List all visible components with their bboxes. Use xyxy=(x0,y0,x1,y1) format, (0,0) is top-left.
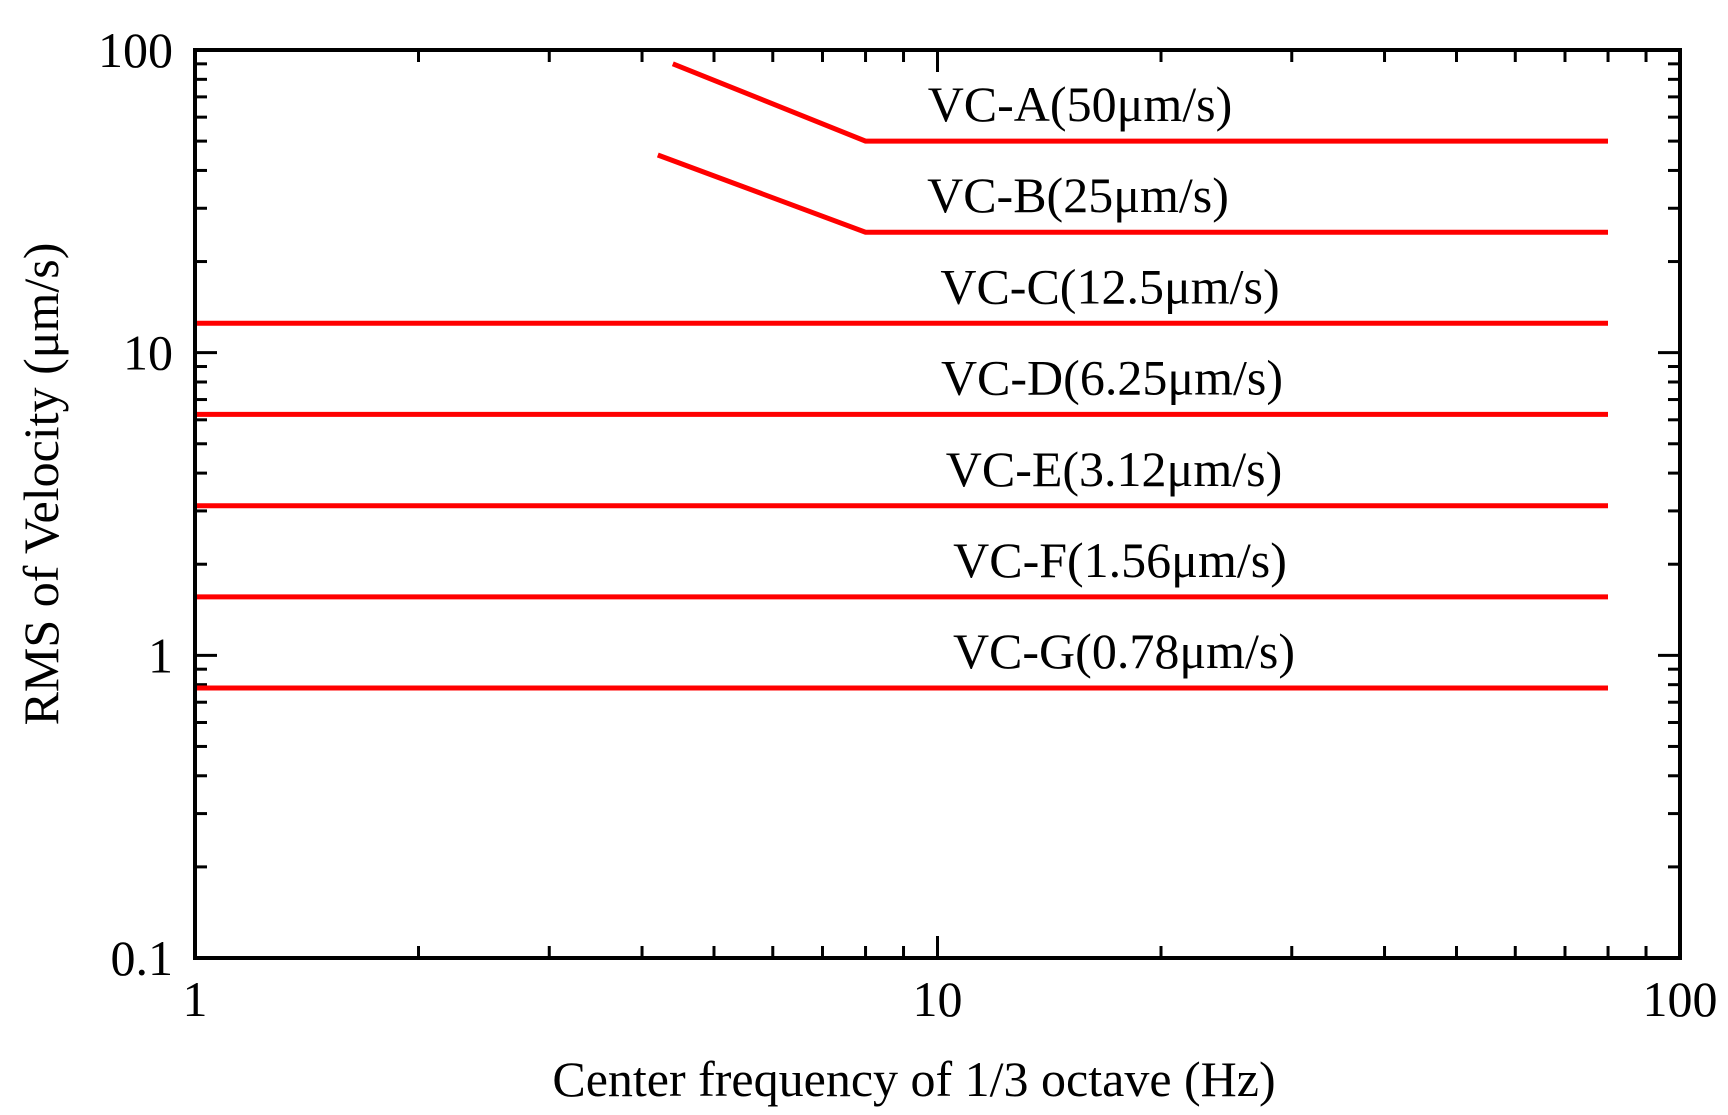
series-label-5: VC-E(3.12μm/s) xyxy=(946,441,1283,497)
plot-frame xyxy=(193,48,1682,960)
series-label-6: VC-F(1.56μm/s) xyxy=(953,532,1287,588)
y-tick-label: 1 xyxy=(148,627,173,683)
y-tick-label: 100 xyxy=(98,22,173,78)
y-tick-label: 0.1 xyxy=(111,930,174,986)
x-tick-label: 100 xyxy=(1643,971,1718,1027)
y-axis-title: RMS of Velocity (μm/s) xyxy=(13,243,69,726)
series-label-1: VC-A(50μm/s) xyxy=(928,76,1233,132)
series-line-2 xyxy=(656,152,1608,235)
series-label-7: VC-G(0.78μm/s) xyxy=(953,623,1295,679)
series-layer xyxy=(195,61,1608,691)
series-label-3: VC-C(12.5μm/s) xyxy=(940,258,1279,314)
series-line-1 xyxy=(671,61,1608,144)
series-label-2: VC-B(25μm/s) xyxy=(927,167,1229,223)
series-label-4: VC-D(6.25μm/s) xyxy=(941,349,1283,405)
labels-layer: 1 10 1000.1110100VC-A(50μm/s)VC-B(25μm/s)V… xyxy=(98,22,1718,1027)
x-tick-label: 10 xyxy=(913,971,963,1027)
x-tick-label: 1 xyxy=(183,971,208,1027)
y-tick-label: 10 xyxy=(123,325,173,381)
x-axis-title: Center frequency of 1/3 octave (Hz) xyxy=(552,1051,1275,1107)
